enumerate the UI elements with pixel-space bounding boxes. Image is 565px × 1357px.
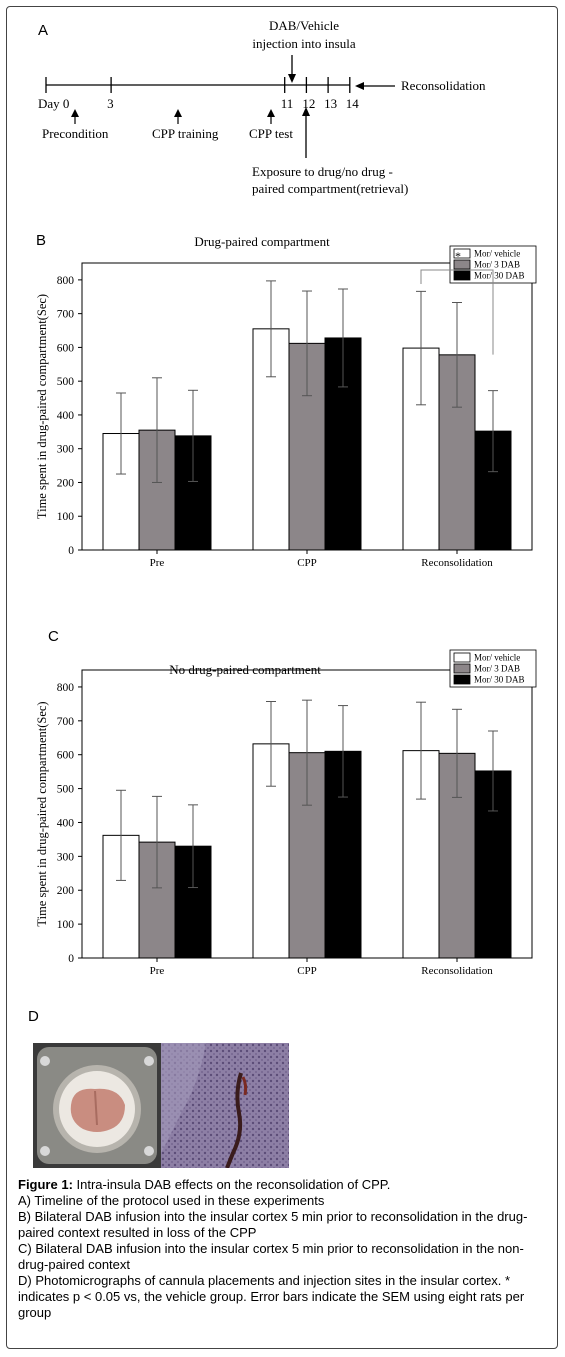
caption-d: D) Photomicrographs of cannula placement… (18, 1273, 525, 1320)
y-tick-label: 400 (57, 410, 75, 422)
y-tick-label: 800 (57, 275, 75, 287)
x-tick-label: Pre (150, 965, 165, 977)
significance-star: * (455, 249, 461, 263)
x-tick-label: CPP (297, 557, 317, 569)
y-tick-label: 700 (57, 309, 75, 321)
cpp-test-label: CPP test (249, 126, 293, 141)
y-tick-label: 100 (57, 511, 75, 523)
timeline-tick-label: Day 0 (38, 96, 69, 111)
bar (324, 750, 362, 959)
y-tick-label: 500 (57, 784, 75, 796)
y-tick-label: 500 (57, 376, 75, 388)
caption-b: B) Bilateral DAB infusion into the insul… (18, 1209, 528, 1240)
y-axis-label: Time spent in drug-paired compartment(Se… (35, 701, 49, 926)
timeline-tick-label: 11 (281, 96, 294, 111)
y-tick-label: 0 (68, 545, 74, 557)
legend-swatch (453, 674, 471, 685)
injection-label-1: DAB/Vehicle (269, 18, 339, 33)
precondition-arrow-icon (71, 109, 79, 124)
y-tick-label: 600 (57, 342, 75, 354)
panel-b-label: B (36, 232, 47, 249)
panel-c-label: C (48, 628, 59, 645)
legend-label: Mor/ 30 DAB (474, 675, 525, 685)
y-tick-label: 300 (57, 851, 75, 863)
x-tick-label: Pre (150, 557, 165, 569)
figure-caption: Figure 1: Intra-insula DAB effects on th… (18, 1177, 550, 1321)
injection-arrow-icon (288, 55, 296, 83)
figure-frame (6, 6, 558, 1349)
y-tick-label: 800 (57, 682, 75, 694)
legend-swatch (453, 270, 471, 281)
y-tick-label: 300 (57, 444, 75, 456)
y-axis-label: Time spent in drug-paired compartment(Se… (35, 294, 49, 519)
legend-swatch (453, 248, 471, 259)
x-tick-label: CPP (297, 965, 317, 977)
bar (138, 429, 176, 551)
legend-swatch (453, 652, 471, 663)
y-tick-label: 600 (57, 750, 75, 762)
reconsolidation-arrow-icon (355, 82, 395, 90)
caption-title: Intra-insula DAB effects on the reconsol… (72, 1177, 391, 1192)
timeline-ticks: Day 0 3 11 12 13 14 (38, 77, 359, 111)
brain-slice-photo (33, 1043, 161, 1168)
cpp-test-arrow-icon (267, 109, 275, 124)
legend-label: Mor/ vehicle (474, 249, 520, 259)
legend-label: Mor/ vehicle (474, 653, 520, 663)
cpp-training-arrow-icon (174, 109, 182, 124)
timeline-tick-label: 13 (324, 96, 337, 111)
precondition-label: Precondition (42, 126, 109, 141)
exposure-arrow-icon (302, 107, 310, 158)
timeline-tick-label: 12 (302, 96, 315, 111)
panel-d-label: D (28, 1008, 39, 1025)
histology-photo (161, 1043, 289, 1168)
exposure-label-2: paired compartment(retrieval) (252, 181, 408, 196)
legend-label: Mor/ 30 DAB (474, 271, 525, 281)
y-tick-label: 100 (57, 919, 75, 931)
x-tick-label: Reconsolidation (421, 965, 493, 977)
panel-a-label: A (38, 22, 49, 39)
exposure-label-1: Exposure to drug/no drug - (252, 164, 393, 179)
caption-title-bold: Figure 1: (18, 1177, 73, 1192)
significance-bracket: * (420, 249, 494, 355)
injection-label-2: injection into insula (252, 36, 355, 51)
y-tick-label: 200 (57, 477, 75, 489)
timeline-tick-label: 14 (346, 96, 360, 111)
timeline-diagram: Day 0 3 11 12 13 14 DAB/Vehicle injection int… (38, 18, 486, 196)
x-tick-label: Reconsolidation (421, 557, 493, 569)
chart-title: Drug-paired compartment (194, 234, 330, 249)
reconsolidation-label: Reconsolidation (401, 78, 486, 93)
legend-swatch (453, 663, 471, 674)
y-tick-label: 0 (68, 953, 74, 965)
caption-a: A) Timeline of the protocol used in thes… (18, 1193, 325, 1208)
chart-drug-paired: Drug-paired compartment Time spent in dru… (35, 234, 537, 569)
y-tick-label: 700 (57, 716, 75, 728)
legend-label: Mor/ 3 DAB (474, 664, 520, 674)
cpp-training-label: CPP training (152, 126, 219, 141)
legend-label: Mor/ 3 DAB (474, 260, 520, 270)
caption-c: C) Bilateral DAB infusion into the insul… (18, 1241, 524, 1272)
legend-swatch (453, 259, 471, 270)
y-tick-label: 400 (57, 817, 75, 829)
timeline-tick-label: 3 (107, 96, 114, 111)
y-tick-label: 200 (57, 885, 75, 897)
